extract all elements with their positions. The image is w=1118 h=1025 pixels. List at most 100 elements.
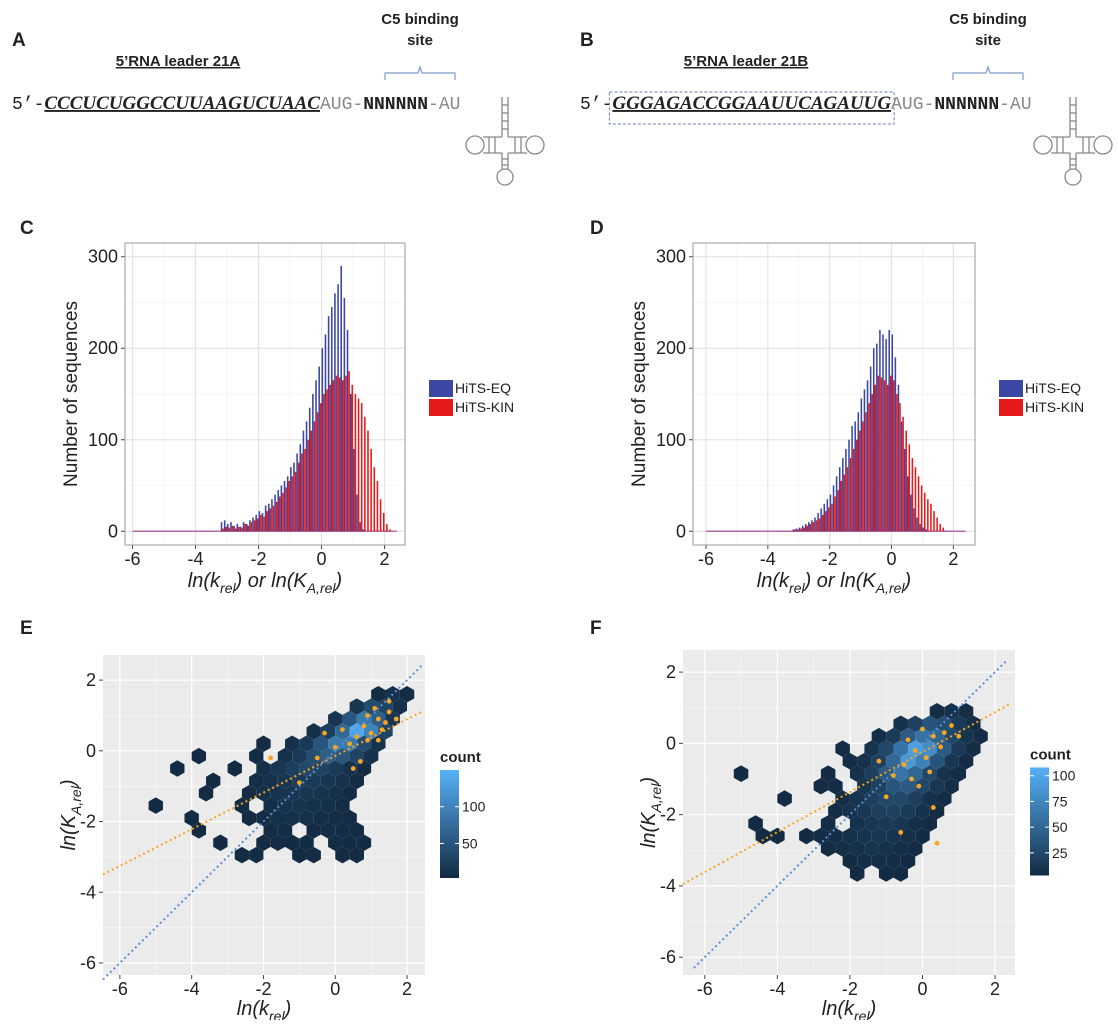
histogram-bar — [362, 529, 365, 532]
x-tick-label: -4 — [184, 979, 200, 999]
hexbin-cell — [256, 834, 271, 852]
hexbin-cell — [256, 809, 271, 827]
text-segment: ln(k — [237, 998, 270, 1020]
leader-box — [608, 91, 895, 125]
histogram-bar — [225, 526, 228, 532]
x-tick-label: -6 — [125, 549, 141, 569]
histogram-bar — [329, 384, 331, 532]
histogram-bar — [891, 334, 894, 532]
colorbar-tick-label: 50 — [1052, 819, 1068, 835]
hexbin-cell — [973, 727, 988, 745]
binding-site: NNNNNN — [934, 95, 999, 115]
histogram-bar — [349, 394, 352, 532]
hexbin-cell — [944, 752, 959, 770]
histogram-bar — [896, 394, 898, 532]
histogram-bar — [916, 517, 918, 532]
hexbin-cell — [328, 834, 343, 852]
data-point — [905, 737, 911, 743]
data-point — [365, 713, 370, 718]
axis-title: ln(KA,rel) — [638, 777, 664, 848]
suffix: -AU — [999, 95, 1031, 115]
data-point — [350, 766, 356, 771]
hexbin-cell — [335, 772, 350, 790]
hexbin-cell — [886, 777, 901, 795]
legend-swatch — [999, 380, 1023, 397]
histogram-bar — [376, 480, 379, 532]
hexbin-cell — [335, 747, 350, 765]
brace — [384, 65, 456, 80]
subscript: rel — [854, 1008, 870, 1020]
histogram-bar — [919, 523, 921, 532]
hexbin-cell — [813, 827, 829, 845]
histogram-bar — [821, 514, 824, 532]
histogram-bar — [266, 511, 268, 532]
histogram-bar — [852, 448, 855, 532]
axis-title: ln(krel) — [237, 998, 291, 1020]
trna-rungs — [488, 104, 522, 166]
hexbin-cell — [335, 822, 350, 839]
hexbin-cell — [951, 740, 967, 758]
x-tick-label: -6 — [697, 979, 713, 999]
data-point — [901, 762, 907, 768]
histogram-bar — [223, 520, 226, 532]
data-point — [383, 720, 388, 725]
hexbin-cell — [299, 760, 314, 777]
hexbin-cell — [313, 809, 329, 827]
hexbin-cell — [799, 827, 814, 845]
histogram-bar — [293, 462, 295, 532]
histogram-bar — [267, 503, 270, 532]
colorbar — [440, 770, 459, 878]
histogram-bar — [792, 529, 795, 532]
prefix: 5’- — [12, 95, 44, 115]
histogram-bar — [851, 426, 853, 532]
histogram-bar — [348, 371, 350, 532]
y-tick-label: 2 — [86, 670, 96, 690]
hexbin-cell — [335, 846, 350, 864]
hexbin-cell — [864, 740, 879, 758]
histogram-bar — [840, 480, 843, 532]
histogram-bar — [797, 529, 799, 532]
histogram-bar — [228, 527, 231, 532]
hexbin-cell — [342, 785, 357, 802]
hexbin-cell — [256, 760, 271, 777]
histogram-bar — [252, 517, 254, 532]
hexbin-cell — [915, 802, 930, 820]
text-segment: ln(K — [638, 811, 660, 848]
hexbin-cell — [900, 777, 916, 795]
hexbin-cell — [966, 740, 981, 758]
histogram-bar — [917, 476, 920, 532]
y-tick-label: 100 — [656, 430, 686, 450]
hexbin-cell — [335, 797, 350, 814]
hexbin-cell — [748, 815, 763, 832]
x-tick-label: -4 — [188, 549, 204, 569]
subscript: A,rel — [875, 580, 906, 596]
hexbin-cell — [958, 727, 974, 745]
histogram-bar — [894, 357, 897, 532]
histogram-bar — [798, 527, 801, 532]
histogram-bar — [264, 505, 267, 532]
trna-loop — [525, 135, 545, 155]
y-tick-label: -2 — [660, 805, 676, 825]
histogram-bar — [354, 394, 357, 532]
hexbin-cell — [148, 797, 163, 814]
histogram-bar — [843, 474, 846, 532]
histogram-bar — [849, 458, 852, 532]
histogram-bar — [330, 307, 333, 532]
hexbin-cell — [886, 802, 901, 820]
hexbin-cell — [285, 735, 300, 753]
hexbin-cell — [320, 797, 336, 814]
histogram-bar — [800, 528, 802, 532]
trna-loop — [465, 135, 485, 155]
histogram-bar — [275, 501, 278, 532]
hexbin-cell — [842, 802, 858, 820]
hexbin-cell — [944, 702, 959, 720]
hexbin-cell — [878, 840, 894, 857]
data-point — [296, 780, 302, 786]
histogram-bar — [911, 458, 914, 532]
subscript: rel — [220, 580, 236, 596]
histogram-bar — [886, 384, 889, 532]
hexbin-cell — [893, 765, 908, 782]
text-segment: ) — [58, 779, 80, 788]
hexbin-cell — [857, 752, 872, 770]
